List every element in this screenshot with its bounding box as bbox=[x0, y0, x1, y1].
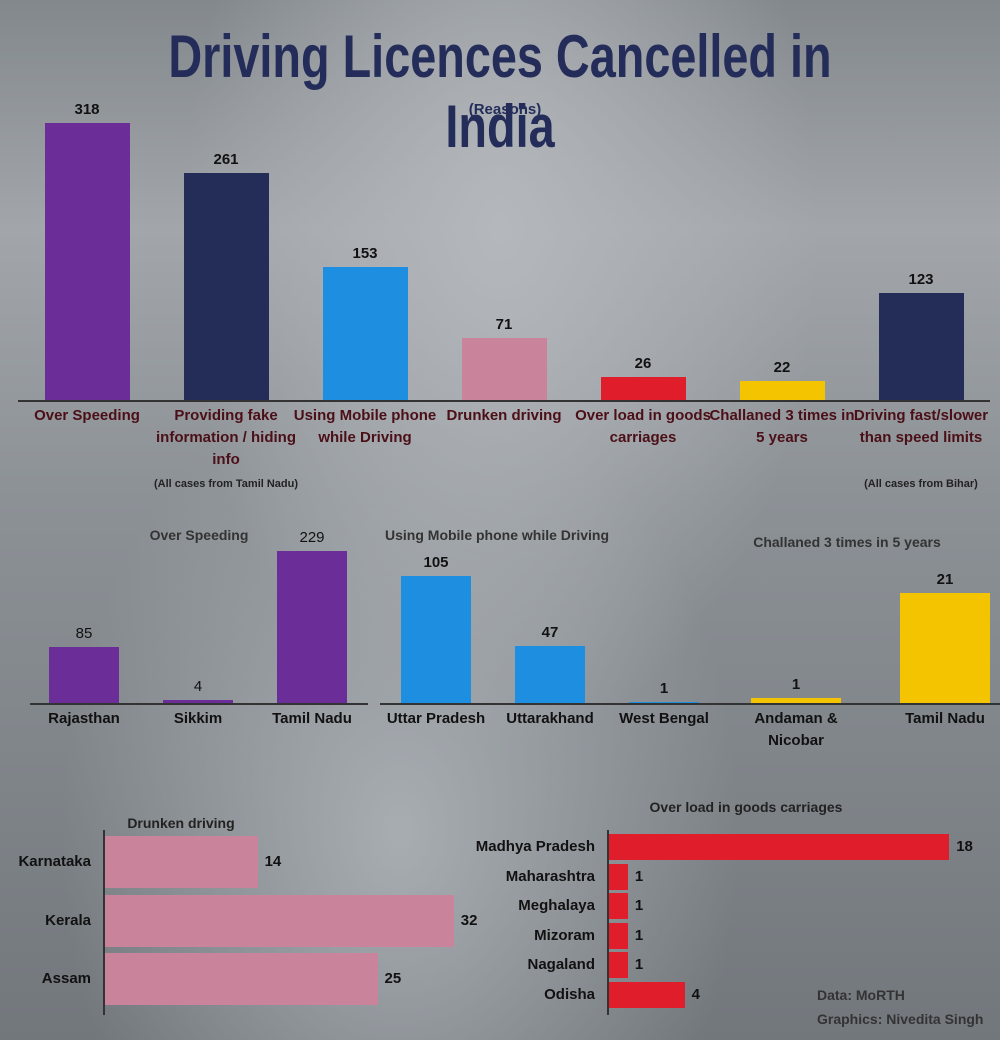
category-label: Tamil Nadu bbox=[905, 710, 985, 727]
value-label: 123 bbox=[908, 270, 934, 288]
category-label: Sikkim bbox=[173, 710, 223, 727]
bar bbox=[163, 700, 233, 703]
category-label: West Bengal bbox=[619, 710, 709, 727]
value-label: 1 bbox=[634, 956, 644, 974]
category-label: Andaman & Nicobar bbox=[754, 710, 838, 749]
value-label: 1 bbox=[634, 867, 644, 885]
annotation: (All cases from Bihar) bbox=[864, 478, 978, 490]
value-label: 14 bbox=[264, 853, 282, 870]
category-label: Mizoram bbox=[534, 926, 595, 944]
bar bbox=[629, 701, 699, 703]
category-label: Rajasthan bbox=[48, 710, 120, 727]
bar bbox=[49, 646, 119, 703]
annotation: (All cases from Tamil Nadu) bbox=[153, 478, 299, 490]
page-title: Driving Licences Cancelled in India bbox=[168, 23, 832, 160]
bar bbox=[739, 380, 825, 400]
axis-line bbox=[30, 703, 368, 705]
chart-title: Using Mobile phone while Driving bbox=[385, 527, 610, 543]
value-label: 261 bbox=[213, 150, 239, 168]
category-label: Driving fast/slower than speed limits bbox=[853, 407, 989, 446]
value-label: 22 bbox=[773, 358, 791, 376]
value-label: 47 bbox=[541, 624, 559, 642]
bar bbox=[609, 952, 628, 979]
bar bbox=[105, 894, 454, 947]
category-label: Tamil Nadu bbox=[272, 710, 352, 727]
value-label: 25 bbox=[384, 970, 402, 987]
bar bbox=[900, 592, 990, 703]
value-label: 318 bbox=[74, 101, 100, 119]
value-label: 229 bbox=[299, 528, 325, 546]
value-label: 153 bbox=[352, 244, 378, 262]
credit: Graphics: Nivedita Singh bbox=[817, 1011, 984, 1027]
axis-line bbox=[103, 830, 105, 1015]
category-label: Maharashtra bbox=[505, 867, 595, 885]
value-label: 1 bbox=[659, 679, 669, 697]
bar bbox=[609, 834, 950, 860]
bar bbox=[44, 123, 130, 400]
value-label: 1 bbox=[634, 926, 644, 944]
category-label: Using Mobile phone while Driving bbox=[293, 407, 437, 446]
value-label: 32 bbox=[460, 911, 478, 929]
value-label: 21 bbox=[936, 570, 954, 588]
bar bbox=[277, 550, 347, 703]
category-label: Uttarakhand bbox=[506, 710, 594, 727]
value-label: 26 bbox=[634, 355, 652, 373]
value-label: 1 bbox=[634, 897, 644, 915]
bar bbox=[609, 922, 628, 949]
subtitle: (Reasons) bbox=[468, 101, 542, 118]
category-label: Meghalaya bbox=[518, 897, 595, 915]
category-label: Nagaland bbox=[527, 956, 595, 974]
bar bbox=[322, 266, 408, 400]
bar bbox=[609, 863, 628, 890]
category-label: Assam bbox=[41, 970, 91, 987]
category-label: Kerala bbox=[45, 911, 91, 929]
bar bbox=[105, 953, 378, 1005]
value-label: 4 bbox=[691, 986, 700, 1003]
bar bbox=[878, 292, 964, 400]
category-label: Madhya Pradesh bbox=[475, 838, 595, 855]
bar bbox=[751, 697, 841, 703]
bar bbox=[609, 982, 685, 1008]
category-label: Over load in goods carriages bbox=[575, 407, 711, 446]
value-label: 85 bbox=[75, 624, 93, 642]
bar bbox=[401, 575, 471, 703]
category-label: Odisha bbox=[544, 986, 595, 1003]
axis-line bbox=[730, 703, 1000, 705]
value-label: 18 bbox=[956, 838, 973, 855]
category-label: Providing fake information / hiding info bbox=[156, 407, 296, 468]
axis-line bbox=[18, 400, 990, 402]
chart-title: Over Speeding bbox=[149, 527, 249, 543]
bar bbox=[609, 893, 628, 920]
category-label: Drunken driving bbox=[446, 407, 562, 424]
bar bbox=[183, 172, 269, 400]
value-label: 1 bbox=[791, 675, 801, 693]
credit: Data: MoRTH bbox=[817, 987, 905, 1003]
value-label: 4 bbox=[193, 678, 203, 696]
category-label: Karnataka bbox=[18, 853, 91, 870]
category-label: Uttar Pradesh bbox=[386, 710, 486, 727]
bar bbox=[600, 377, 686, 400]
bar bbox=[105, 836, 258, 888]
category-label: Challaned 3 times in 5 years bbox=[709, 407, 855, 446]
axis-line bbox=[380, 703, 730, 705]
chart-title: Over load in goods carriages bbox=[649, 799, 843, 815]
category-label: Over Speeding bbox=[34, 407, 140, 424]
chart-title: Drunken driving bbox=[127, 815, 235, 831]
chart-title: Challaned 3 times in 5 years bbox=[753, 534, 941, 550]
bar bbox=[515, 646, 585, 703]
axis-line bbox=[607, 830, 609, 1015]
value-label: 105 bbox=[423, 553, 449, 571]
value-label: 71 bbox=[495, 316, 513, 334]
bar bbox=[461, 338, 547, 400]
